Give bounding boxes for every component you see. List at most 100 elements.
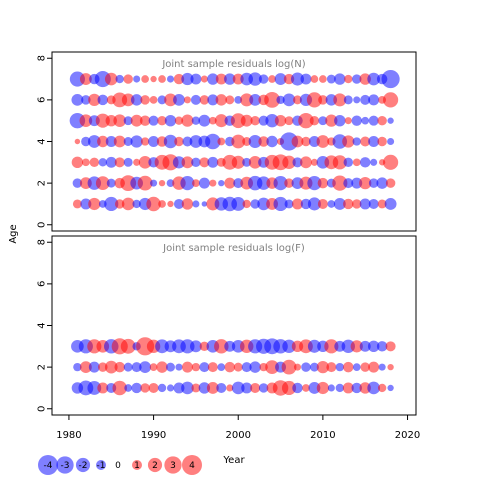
residual-point <box>302 384 310 392</box>
residual-point <box>209 179 217 187</box>
residual-point <box>368 94 380 106</box>
residual-point <box>231 381 245 395</box>
bubbles <box>69 69 400 212</box>
residual-point <box>114 199 125 209</box>
residual-point <box>166 384 175 392</box>
y-tick-label: 2 <box>37 364 48 370</box>
residual-point <box>217 137 226 146</box>
residual-point <box>191 383 201 393</box>
residual-point <box>385 178 396 188</box>
residual-point <box>79 361 92 374</box>
residual-point <box>292 198 303 210</box>
residual-point <box>158 179 166 187</box>
residual-point <box>241 382 253 394</box>
residual-point <box>352 199 362 209</box>
panel-title: Joint sample residuals log(F) <box>162 243 305 254</box>
residual-point <box>290 72 305 86</box>
residual-point <box>307 339 321 353</box>
panel-1: Joint sample residuals log(N) 0 2 4 6 8 <box>37 51 417 232</box>
residual-point <box>215 73 227 85</box>
residual-point <box>266 135 278 148</box>
residual-point <box>174 136 184 147</box>
y-tick-label: 8 <box>37 239 48 245</box>
residual-point <box>115 74 124 84</box>
residual-point <box>377 383 387 393</box>
residual-point <box>359 157 371 168</box>
residual-point <box>359 198 371 210</box>
residual-point <box>140 137 150 146</box>
residual-point <box>181 198 194 210</box>
residual-point <box>383 154 399 170</box>
residual-point <box>149 363 158 372</box>
residual-point <box>264 91 280 108</box>
residual-point <box>148 115 159 126</box>
residual-point <box>164 114 177 127</box>
residual-point <box>342 382 354 394</box>
residual-point <box>199 95 210 105</box>
residual-point <box>191 157 201 168</box>
residual-point <box>284 199 294 209</box>
residual-point <box>191 116 201 125</box>
residual-point <box>124 384 133 392</box>
x-axis: 1980 1990 2000 2010 2020 <box>56 414 420 441</box>
residual-point <box>360 362 370 372</box>
residual-point <box>332 155 347 170</box>
y-tick-label: 4 <box>37 322 48 328</box>
residual-point <box>163 134 178 149</box>
residual-point <box>131 362 142 373</box>
legend-bubble <box>56 456 74 474</box>
residual-point <box>298 112 314 129</box>
residual-point <box>192 179 200 188</box>
residual-point <box>387 384 394 392</box>
residual-point <box>120 338 136 354</box>
residual-point <box>367 381 380 395</box>
residual-point <box>378 363 386 371</box>
residual-point <box>273 176 288 191</box>
residual-point <box>198 114 211 127</box>
residual-point <box>250 115 260 126</box>
residual-point <box>233 362 243 372</box>
residual-point <box>123 74 133 84</box>
residual-point <box>231 134 246 149</box>
residual-point <box>249 93 262 106</box>
residual-point <box>189 340 202 353</box>
residual-point <box>334 114 346 127</box>
residual-point <box>240 114 253 127</box>
residual-point <box>268 75 276 83</box>
legend-label: -3 <box>61 461 70 471</box>
residual-point <box>359 340 371 352</box>
residual-point <box>351 177 363 189</box>
legend-label: 0 <box>115 461 121 471</box>
residual-point <box>327 200 336 208</box>
residual-point <box>233 178 244 189</box>
residual-point <box>226 384 234 392</box>
residual-point <box>208 116 217 125</box>
residual-point <box>105 136 117 147</box>
residual-point <box>308 382 321 394</box>
residual-point <box>207 94 219 106</box>
residual-point <box>88 93 101 106</box>
residual-point <box>190 73 202 85</box>
y-tick-label: 0 <box>37 406 48 412</box>
residual-point <box>81 95 91 105</box>
residual-point <box>343 95 353 105</box>
legend-label: 4 <box>189 461 195 471</box>
residual-point <box>172 156 186 169</box>
residual-point <box>104 72 118 86</box>
residual-point <box>387 137 395 146</box>
residual-point <box>343 198 354 210</box>
residual-point <box>319 75 327 83</box>
residual-point <box>114 361 125 373</box>
residual-point <box>324 339 339 354</box>
residual-point <box>326 74 336 84</box>
legend-label: -2 <box>79 461 88 471</box>
residual-point <box>200 75 208 83</box>
residual-point <box>318 116 328 126</box>
residual-point <box>241 362 252 373</box>
residual-point <box>240 93 254 107</box>
residual-point <box>88 197 101 211</box>
residual-point <box>214 114 228 128</box>
residual-point <box>383 92 399 108</box>
residual-point <box>250 199 260 209</box>
